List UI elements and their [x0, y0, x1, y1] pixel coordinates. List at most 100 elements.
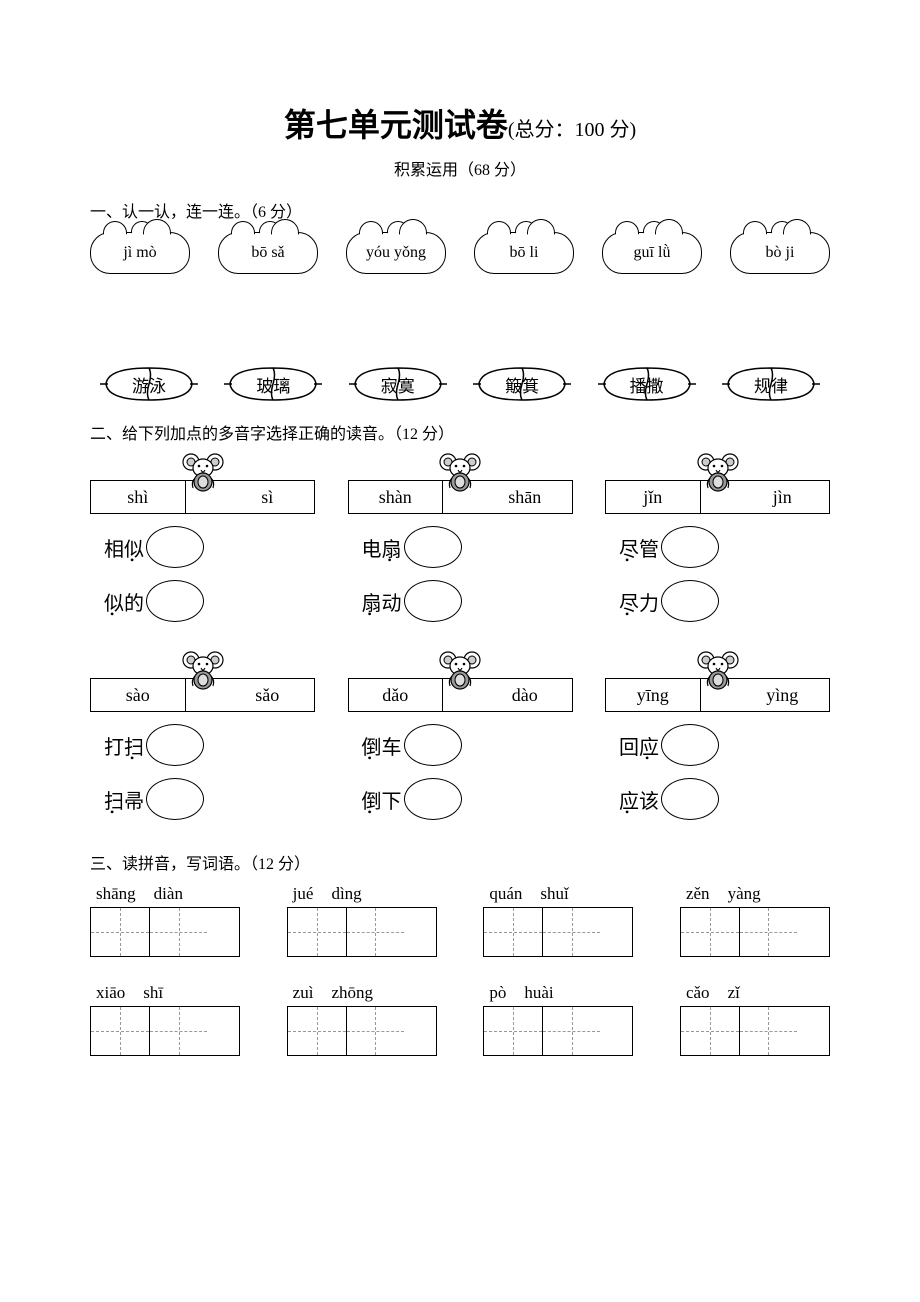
pinyin-syllable: xiāo — [96, 983, 125, 1003]
word-text: 似的• — [104, 587, 144, 616]
pinyin-header: yīngyìng — [605, 652, 830, 712]
pinyin-syllable: shuǐ — [540, 884, 568, 904]
pinyin-left: shàn — [349, 481, 443, 513]
cloud-text: bō sǎ — [251, 244, 284, 262]
pinyin-right: jìn — [736, 481, 830, 513]
answer-oval[interactable] — [404, 580, 462, 622]
answer-oval[interactable] — [146, 724, 204, 766]
cloud-item: bō li — [474, 232, 574, 274]
char-cell[interactable] — [91, 1007, 149, 1055]
pinyin-left: sào — [91, 679, 185, 711]
answer-oval[interactable] — [661, 580, 719, 622]
page-title: 第七单元测试卷(总分：100 分) — [90, 100, 830, 146]
pinyin-syllable: jué — [293, 884, 314, 904]
word-pair: 尽管• — [619, 526, 830, 568]
pinyin-header: jǐn jìn — [605, 454, 830, 514]
char-cell[interactable] — [739, 908, 797, 956]
word-pair: 倒下• — [362, 778, 573, 820]
pinyin-syllable: zuì — [293, 983, 314, 1003]
word-pair: 打扫• — [104, 724, 315, 766]
answer-oval[interactable] — [404, 526, 462, 568]
word-pair: 电扇• — [362, 526, 573, 568]
char-cell[interactable] — [149, 1007, 207, 1055]
leaf-item: 簸箕 — [473, 364, 571, 404]
emphasis-dot: • — [130, 553, 134, 568]
pinyin-syllable: shāng — [96, 884, 136, 904]
leaf-text: 播撒 — [630, 372, 664, 397]
pinyin-syllable: diàn — [154, 884, 183, 904]
char-cell[interactable] — [149, 908, 207, 956]
emphasis-dot: • — [388, 553, 392, 568]
pinyin-group: dǎodào倒车•倒下• — [348, 652, 573, 832]
word-pair: 似的• — [104, 580, 315, 622]
leaf-row: 游泳 玻璃 寂寞 簸箕 播撒 规律 — [90, 364, 830, 404]
char-grid — [483, 907, 633, 957]
pinyin-syllable: zhōng — [331, 983, 373, 1003]
answer-oval[interactable] — [404, 724, 462, 766]
pinyin-group: yīngyìng回应•应该• — [605, 652, 830, 832]
char-cell[interactable] — [681, 908, 739, 956]
pinyin-left: shì — [91, 481, 185, 513]
char-cell[interactable] — [542, 1007, 600, 1055]
answer-oval[interactable] — [404, 778, 462, 820]
word-text: 尽管• — [619, 533, 659, 562]
char-grid — [90, 907, 240, 957]
emphasis-dot: • — [110, 607, 114, 622]
section2-container: shìsì相似•似的• shànshān电扇•扇动• jǐnjìn尽管•尽力• — [90, 454, 830, 832]
pinyin-header: sào sǎo — [90, 652, 315, 712]
char-cell[interactable] — [739, 1007, 797, 1055]
section3-container: shāng diàn juédìng quán shuǐ zěnyàng xiāoshī zu… — [90, 884, 830, 1056]
char-cell[interactable] — [91, 908, 149, 956]
answer-oval[interactable] — [661, 526, 719, 568]
word-text: 倒下• — [362, 785, 402, 814]
char-grid — [287, 907, 437, 957]
leaf-item: 规律 — [722, 364, 820, 404]
cloud-text: jì mò — [123, 244, 156, 262]
cloud-row: jì mò bō sǎ yóu yǒng bō li guī lǜ bò ji — [90, 232, 830, 274]
bear-icon — [438, 650, 482, 695]
cloud-item: jì mò — [90, 232, 190, 274]
leaf-text: 规律 — [754, 372, 788, 397]
pinyin-write-item: zěnyàng — [680, 884, 830, 957]
char-cell[interactable] — [346, 1007, 404, 1055]
section1-heading: 一、认一认，连一连。（6 分） — [90, 198, 830, 222]
cloud-item: guī lǜ — [602, 232, 702, 274]
pinyin-right: sǎo — [221, 679, 315, 711]
cloud-text: bō li — [510, 244, 539, 262]
char-cell[interactable] — [681, 1007, 739, 1055]
word-text: 相似• — [104, 533, 144, 562]
char-cell[interactable] — [288, 1007, 346, 1055]
pinyin-write-item: pòhuài — [483, 983, 633, 1056]
char-cell[interactable] — [346, 908, 404, 956]
answer-oval[interactable] — [146, 580, 204, 622]
char-cell[interactable] — [288, 908, 346, 956]
word-text: 打扫• — [104, 731, 144, 760]
pinyin-syllable: quán — [489, 884, 522, 904]
char-cell[interactable] — [484, 1007, 542, 1055]
answer-oval[interactable] — [661, 778, 719, 820]
word-pair: 倒车• — [362, 724, 573, 766]
pinyin-syllable: yàng — [728, 884, 761, 904]
emphasis-dot: • — [130, 751, 134, 766]
emphasis-dot: • — [625, 805, 629, 820]
pinyin-right: sì — [221, 481, 315, 513]
word-pair: 回应• — [619, 724, 830, 766]
pinyin-left: dǎo — [349, 679, 443, 711]
pinyin-write-item: cǎozǐ — [680, 983, 830, 1056]
subtitle: 积累运用（68 分） — [90, 156, 830, 180]
pinyin-label: xiāoshī — [90, 983, 240, 1003]
answer-oval[interactable] — [146, 526, 204, 568]
char-cell[interactable] — [542, 908, 600, 956]
pinyin-write-item: juédìng — [287, 884, 437, 957]
char-cell[interactable] — [484, 908, 542, 956]
title-main: 第七单元测试卷 — [284, 107, 508, 143]
answer-oval[interactable] — [146, 778, 204, 820]
answer-oval[interactable] — [661, 724, 719, 766]
pinyin-syllable: cǎo — [686, 983, 710, 1003]
pinyin-group: sàosǎo打扫•扫帚• — [90, 652, 315, 832]
pinyin-left: jǐn — [606, 481, 700, 513]
pinyin-right: yìng — [736, 679, 830, 711]
bear-icon — [696, 452, 740, 497]
leaf-text: 游泳 — [132, 372, 166, 397]
pinyin-syllable: shī — [143, 983, 163, 1003]
